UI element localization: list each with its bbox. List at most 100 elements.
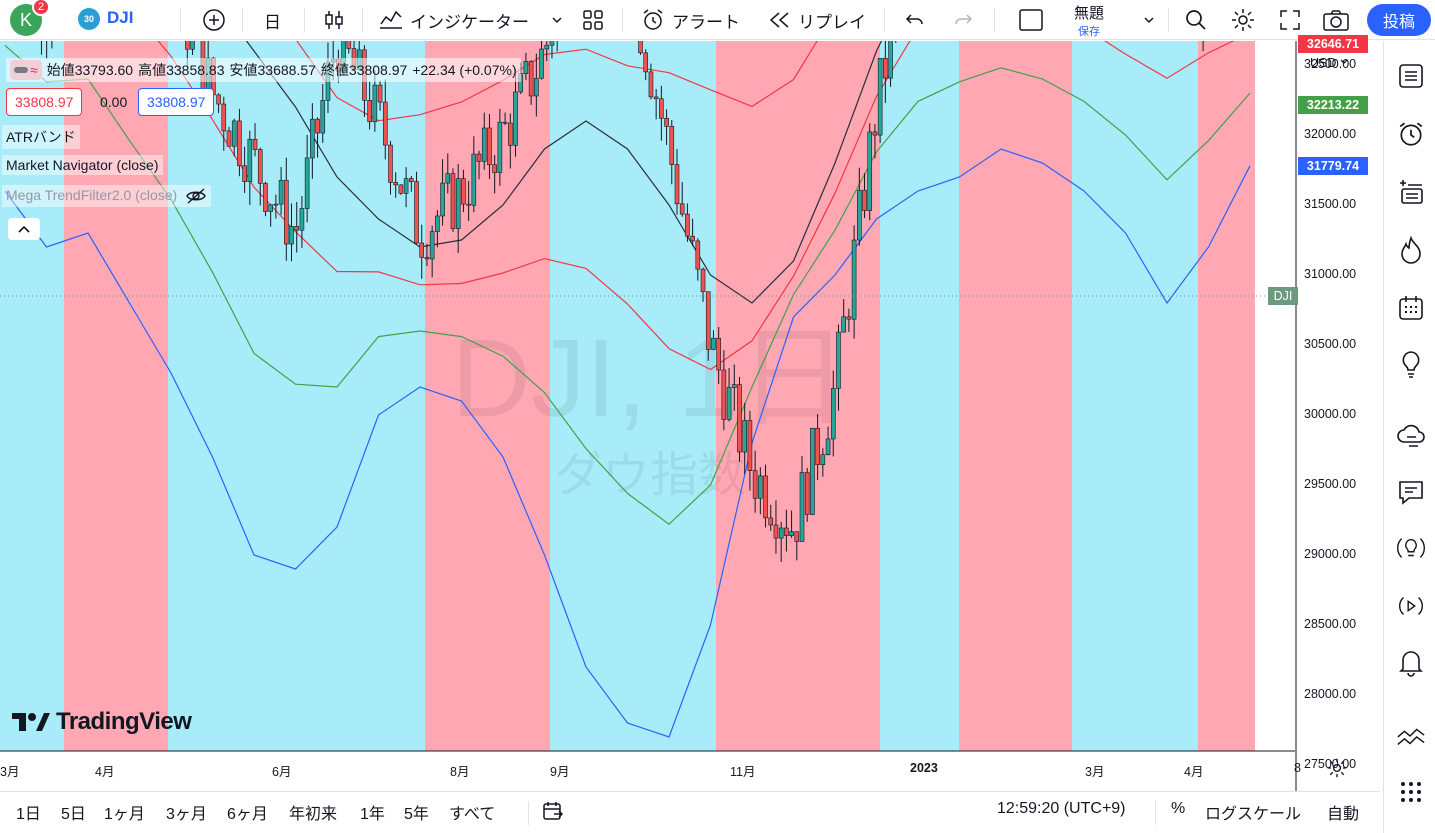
replay-label: リプレイ bbox=[798, 12, 866, 32]
plus-circle-icon bbox=[203, 9, 225, 31]
search-icon bbox=[1186, 10, 1206, 30]
ideas-button[interactable] bbox=[1396, 349, 1426, 379]
interval-button[interactable]: 日 bbox=[264, 0, 281, 40]
snapshot-button[interactable] bbox=[1322, 0, 1350, 40]
open-label: 始値 bbox=[46, 62, 75, 78]
search-button[interactable] bbox=[1184, 0, 1208, 40]
trend-band bbox=[64, 41, 168, 751]
candle bbox=[711, 330, 716, 351]
symbol-search-button[interactable]: DJI bbox=[107, 8, 134, 27]
price-tick: 30000.00 bbox=[1304, 407, 1357, 421]
candle bbox=[518, 62, 524, 95]
range-button[interactable]: 6ヶ月 bbox=[227, 806, 268, 823]
close-label: 終値 bbox=[320, 62, 349, 78]
candle bbox=[278, 166, 284, 215]
replay-button[interactable]: リプレイ bbox=[768, 0, 866, 40]
candle bbox=[304, 134, 310, 223]
more-panels-button[interactable] bbox=[1396, 777, 1426, 807]
candle bbox=[419, 224, 425, 279]
price-chart[interactable]: DJI, 1日 ダウ指数 bbox=[0, 41, 1380, 791]
chart-settings-button[interactable] bbox=[1326, 757, 1348, 784]
range-button[interactable]: 1年 bbox=[360, 806, 385, 823]
indicators-dropdown[interactable] bbox=[550, 0, 564, 40]
range-button[interactable]: 1ヶ月 bbox=[104, 806, 145, 823]
divider bbox=[242, 8, 243, 32]
percent-scale-button[interactable]: % bbox=[1171, 800, 1186, 817]
divider bbox=[180, 8, 181, 32]
eye-off-icon[interactable] bbox=[185, 187, 207, 205]
candle bbox=[310, 103, 315, 179]
atr-lower-inner-line bbox=[157, 41, 1235, 371]
candle bbox=[815, 413, 820, 481]
ideas-stream-button[interactable] bbox=[1396, 533, 1426, 563]
candle bbox=[763, 464, 768, 528]
range-button[interactable]: 5年 bbox=[404, 806, 429, 823]
price-tick: 31000.00 bbox=[1304, 267, 1357, 281]
indicators-button[interactable]: インジケーター bbox=[378, 0, 529, 40]
fullscreen-button[interactable] bbox=[1278, 0, 1302, 40]
sell-button[interactable]: 33808.97 bbox=[6, 88, 83, 116]
price-tick: 31500.00 bbox=[1304, 197, 1357, 211]
time-tick: 2023 bbox=[910, 761, 938, 775]
settings-button[interactable] bbox=[1230, 0, 1256, 40]
calendar-button[interactable] bbox=[1396, 293, 1426, 323]
price-tick: 28500.00 bbox=[1304, 617, 1357, 631]
community-button[interactable] bbox=[1396, 421, 1426, 451]
layout-button[interactable] bbox=[1018, 0, 1044, 40]
candle bbox=[737, 377, 742, 462]
lightbulb-icon bbox=[1402, 351, 1420, 378]
currency-selector[interactable]: USD bbox=[1310, 56, 1349, 70]
chats-button[interactable] bbox=[1396, 477, 1426, 507]
chevron-up-icon bbox=[18, 225, 30, 233]
log-scale-button[interactable]: ログスケール bbox=[1205, 806, 1302, 823]
redo-button[interactable] bbox=[952, 0, 974, 40]
broadcast-bulb-icon bbox=[1397, 538, 1425, 558]
timezone-button[interactable]: 12:59:20 (UTC+9) bbox=[997, 800, 1126, 817]
watchlist-button[interactable] bbox=[1396, 61, 1426, 91]
alert-button[interactable]: アラート bbox=[640, 0, 740, 40]
trading-panel-button[interactable] bbox=[1396, 721, 1426, 751]
symbol-price-tag: DJI bbox=[1268, 287, 1298, 305]
range-button[interactable]: 3ヶ月 bbox=[166, 806, 207, 823]
layers-plus-icon bbox=[1400, 180, 1423, 204]
chart-area[interactable]: DJI, 1日 ダウ指数 ≈ 始値 33793.60 高値 33858.83 安値 3… bbox=[0, 0, 1380, 791]
indicator-atr-band[interactable]: ATRバンド bbox=[2, 125, 80, 149]
legend-toggle[interactable]: ≈ bbox=[10, 60, 42, 80]
indicator-market-navigator[interactable]: Market Navigator (close) bbox=[2, 155, 163, 175]
add-symbol-button[interactable] bbox=[202, 0, 226, 40]
tradingview-logo[interactable]: TradingView bbox=[10, 708, 192, 736]
chart-type-button[interactable] bbox=[322, 0, 346, 40]
watermark-symbol: DJI, 1日 bbox=[451, 317, 848, 440]
collapse-legend-button[interactable] bbox=[8, 218, 40, 240]
hotlist-button[interactable] bbox=[1396, 235, 1426, 265]
save-layout-button[interactable]: 無題 保存 bbox=[1074, 0, 1104, 40]
object-tree-button[interactable] bbox=[1396, 177, 1426, 207]
post-button[interactable]: 投稿 bbox=[1367, 4, 1431, 36]
top-toolbar: K 2 30 DJI 日 インジケーター アラート リプレイ 無題 保存 bbox=[0, 0, 1435, 40]
trend-band bbox=[0, 41, 64, 751]
templates-button[interactable] bbox=[582, 0, 604, 40]
undo-button[interactable] bbox=[904, 0, 926, 40]
range-button[interactable]: 年初来 bbox=[289, 806, 338, 823]
layout-dropdown[interactable] bbox=[1142, 0, 1156, 40]
divider bbox=[1168, 8, 1169, 32]
go-to-date-button[interactable] bbox=[542, 800, 564, 827]
chevron-down-icon bbox=[1340, 59, 1348, 64]
alerts-button[interactable] bbox=[1396, 119, 1426, 149]
notifications-button[interactable] bbox=[1396, 647, 1426, 677]
candle bbox=[705, 291, 711, 361]
candle bbox=[721, 350, 727, 431]
candle bbox=[46, 41, 48, 59]
range-button[interactable]: 1日 bbox=[16, 806, 41, 823]
divider bbox=[304, 8, 305, 32]
undo-icon bbox=[905, 14, 923, 25]
candle bbox=[731, 364, 737, 411]
candle bbox=[669, 119, 675, 185]
buy-button[interactable]: 33808.97 bbox=[138, 88, 215, 116]
candle bbox=[445, 153, 451, 194]
indicator-mega-trendfilter[interactable]: Mega TrendFilter2.0 (close) bbox=[2, 185, 212, 207]
auto-scale-button[interactable]: 自動 bbox=[1327, 806, 1360, 823]
range-button[interactable]: 5日 bbox=[61, 806, 86, 823]
streams-button[interactable] bbox=[1396, 591, 1426, 621]
range-button[interactable]: すべて bbox=[449, 806, 496, 823]
